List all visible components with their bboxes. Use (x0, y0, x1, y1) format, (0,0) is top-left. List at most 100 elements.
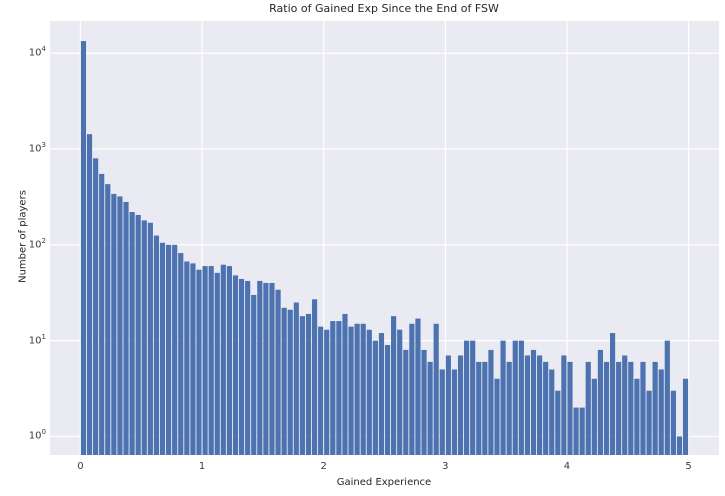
y-tick-base: 10 (28, 430, 42, 442)
histogram-bar (172, 244, 178, 455)
histogram-bar (214, 272, 220, 455)
histogram-bar (269, 282, 275, 455)
histogram-bar (105, 184, 111, 455)
y-axis-label: Number of players (17, 190, 29, 283)
histogram-bar (287, 309, 293, 455)
x-tick-label: 1 (198, 461, 206, 472)
histogram-bar (622, 355, 628, 455)
histogram-bar (281, 307, 287, 455)
histogram-bar (86, 134, 93, 455)
histogram-bar (634, 378, 640, 455)
histogram-bar (178, 253, 184, 455)
histogram-bar (293, 302, 299, 455)
chart-title: Ratio of Gained Exp Since the End of FSW (269, 2, 499, 15)
histogram-bar (603, 361, 610, 455)
histogram-bar (567, 361, 573, 455)
y-tick-exponent: 2 (41, 237, 46, 245)
y-tick-base: 10 (28, 335, 42, 347)
y-tick-label: 102 (28, 237, 46, 251)
histogram-bar (318, 326, 324, 455)
histogram-bar (257, 280, 263, 455)
histogram-bar (184, 261, 190, 455)
histogram-bar (549, 369, 555, 455)
histogram-bar (524, 355, 531, 455)
y-tick-label: 101 (28, 333, 46, 347)
histogram-bar (190, 263, 196, 455)
histogram-bar (129, 212, 135, 455)
y-tick-base: 10 (28, 143, 42, 155)
histogram-bar (464, 340, 470, 455)
y-tick-base: 10 (28, 47, 42, 59)
histogram-bars (80, 41, 689, 455)
histogram-bar (433, 323, 439, 455)
x-tick-label: 0 (77, 461, 84, 472)
histogram-bar (488, 349, 494, 455)
histogram-bar (311, 299, 318, 455)
histogram-bar (153, 235, 160, 455)
histogram-bar (646, 390, 652, 455)
y-tick-exponent: 3 (41, 141, 46, 150)
histogram-bar (397, 329, 403, 455)
histogram-svg (50, 21, 719, 455)
histogram-bar (555, 390, 561, 455)
histogram-bar (682, 378, 689, 455)
histogram-bar (305, 313, 312, 455)
histogram-bar (500, 340, 506, 455)
histogram-bar (512, 340, 518, 455)
x-tick-label: 2 (320, 461, 327, 472)
histogram-bar (409, 323, 415, 455)
histogram-bar (579, 407, 585, 455)
histogram-bar (202, 266, 208, 455)
y-tick-exponent: 0 (41, 428, 46, 437)
histogram-bar (658, 369, 664, 455)
histogram-bar (111, 193, 117, 455)
histogram-bar (585, 361, 591, 455)
histogram-bar (275, 289, 281, 455)
histogram-bar (573, 407, 579, 455)
histogram-bar (597, 349, 603, 455)
y-tick-label: 100 (28, 428, 46, 442)
histogram-bar (451, 369, 458, 455)
histogram-bar (476, 361, 482, 455)
histogram-bar (439, 369, 445, 455)
histogram-bar (506, 361, 512, 455)
histogram-bar (537, 355, 543, 455)
y-tick-base: 10 (28, 239, 42, 251)
histogram-bar (421, 349, 427, 455)
histogram-bar (378, 333, 385, 455)
histogram-bar (561, 355, 567, 455)
x-tick-label: 3 (442, 461, 449, 472)
histogram-bar (530, 349, 537, 455)
histogram-bar (123, 201, 129, 455)
histogram-bar (676, 436, 683, 455)
histogram-bar (147, 222, 153, 455)
histogram-bar (391, 316, 397, 455)
histogram-bar (336, 321, 342, 455)
histogram-bar (220, 264, 226, 455)
histogram-bar (348, 326, 354, 455)
histogram-bar (251, 294, 257, 455)
histogram-bar (135, 214, 141, 455)
histogram-bar (166, 244, 172, 455)
histogram-bar (232, 275, 239, 455)
histogram-bar (664, 340, 670, 455)
histogram-bar (93, 158, 99, 455)
plot-area (50, 21, 719, 455)
y-tick-exponent: 4 (41, 45, 46, 54)
histogram-bar (384, 345, 391, 455)
histogram-bar (616, 361, 622, 455)
histogram-bar (80, 41, 87, 455)
histogram-bar (196, 269, 202, 455)
histogram-bar (652, 361, 658, 455)
histogram-bar (360, 323, 366, 455)
histogram-bar (543, 361, 549, 455)
histogram-bar (494, 378, 500, 455)
histogram-bar (226, 266, 232, 455)
histogram-bar (354, 323, 360, 455)
histogram-bar (238, 278, 245, 455)
histogram-bar (427, 361, 433, 455)
histogram-bar (245, 280, 251, 455)
histogram-bar (159, 242, 166, 455)
x-tick-label: 5 (685, 461, 692, 472)
